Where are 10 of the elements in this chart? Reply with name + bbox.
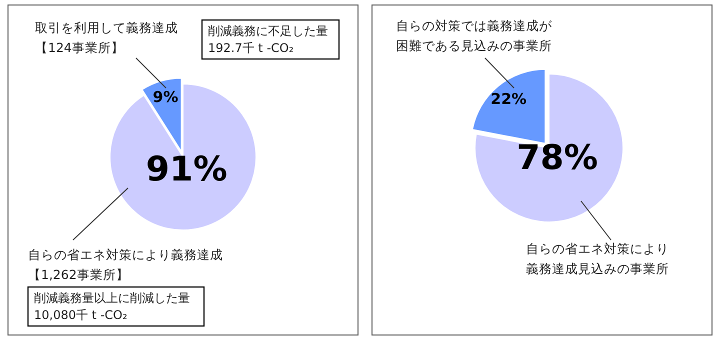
slice-label: 自らの対策では義務達成が困難である見込みの事業所 <box>396 18 553 53</box>
data-label: 91% <box>146 149 228 190</box>
data-label: 22% <box>490 90 527 108</box>
data-label: 78% <box>516 138 598 178</box>
slice-label: 取引を利用して義務達成【124事業所】 <box>35 20 178 55</box>
text: 削減義務量以上に削減した量 10,080千 t -CO₂ <box>34 291 190 322</box>
data-label: 9% <box>152 88 178 106</box>
slice-label: 自らの省エネ対策により義務達成【1,262事業所】 <box>28 247 223 282</box>
text: 削減義務に不足した量 192.7千 t -CO₂ <box>208 24 328 55</box>
slice-label: 自らの省エネ対策により義務達成見込みの事業所 <box>526 241 669 276</box>
